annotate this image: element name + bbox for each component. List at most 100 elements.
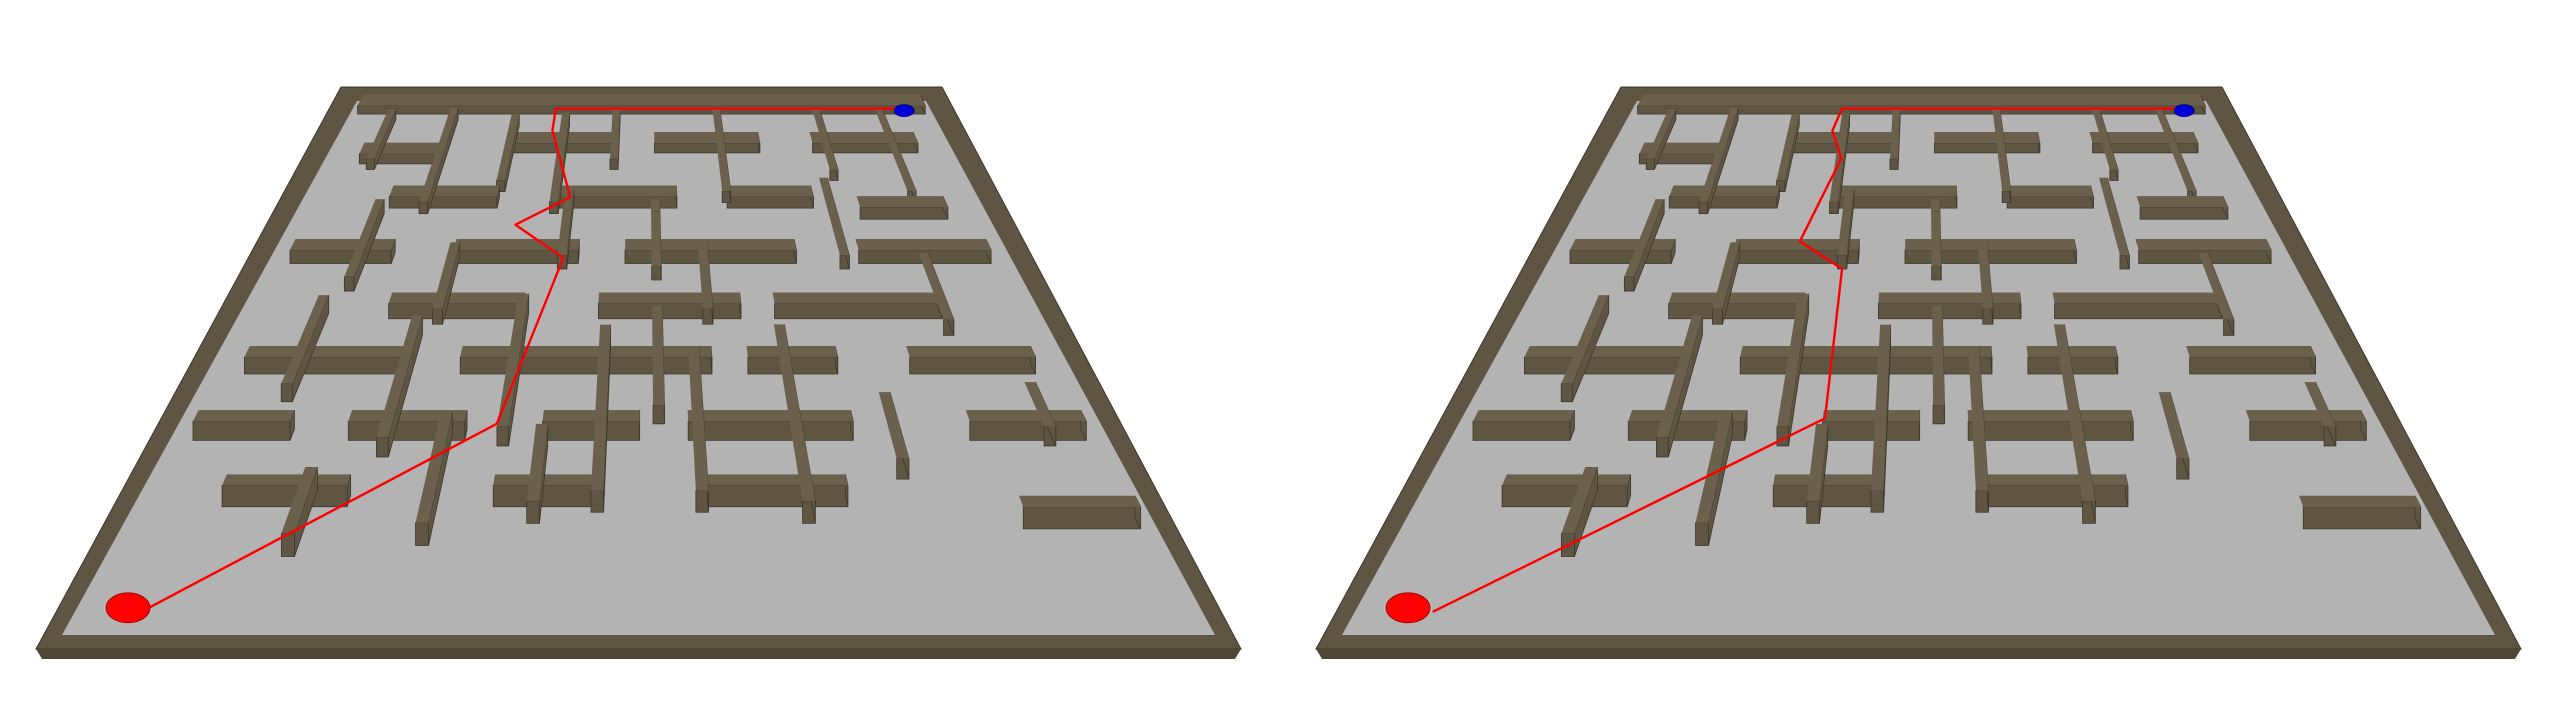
maze-wall-face — [1695, 522, 1709, 546]
maze-wall-top — [2099, 177, 2130, 256]
maze-wall-face — [376, 436, 389, 458]
maze-wall-face — [1975, 490, 1989, 513]
goal-marker — [893, 104, 915, 117]
maze-wall-top — [2135, 238, 2272, 251]
maze-wall-top — [348, 410, 468, 422]
maze-wall-top — [1637, 94, 2206, 106]
maze-wall-top — [1646, 109, 1676, 159]
maze-wall-face — [1889, 158, 1899, 170]
maze-wall-face — [653, 142, 761, 154]
maze-wall-top — [1968, 346, 1989, 491]
maze-wall-top — [432, 242, 460, 309]
maze-wall-face — [1739, 356, 1993, 375]
maze-wall-face — [1472, 420, 1571, 441]
maze-wall-top — [2092, 108, 2119, 170]
maze-wall-top — [496, 293, 529, 427]
maze-wall-face — [969, 420, 1087, 441]
maze-wall-face — [687, 420, 854, 441]
maze-wall-top — [1669, 185, 1780, 197]
maze-wall-face — [774, 303, 943, 320]
maze-wall-face — [624, 249, 797, 264]
maze-wall-face — [590, 490, 604, 513]
maze-wall-face — [695, 490, 709, 513]
maze-wall-top — [357, 94, 926, 106]
maze-wall-top — [542, 410, 640, 422]
maze-wall-top — [1656, 315, 1703, 438]
maze-wall-face — [701, 485, 849, 508]
maze-wall-face — [459, 356, 713, 375]
maze-wall-top — [1740, 345, 1992, 358]
maze-wall-top — [2158, 392, 2189, 459]
maze-wall-face — [357, 105, 926, 115]
maze-wall-face — [431, 308, 443, 325]
maze-wall-face — [1501, 485, 1628, 508]
maze-wall-top — [1977, 242, 1993, 309]
maze-wall-top — [281, 295, 329, 384]
maze-wall-top — [1624, 199, 1665, 277]
maze-wall-top — [772, 292, 943, 304]
maze-wall-top — [2005, 185, 2094, 197]
maze-wall-top — [1561, 467, 1598, 534]
maze-wall-top — [1776, 293, 1809, 427]
maze-wall-face — [859, 206, 949, 220]
maze-wall-face — [1668, 196, 1778, 209]
maze-wall-top — [1822, 410, 1920, 422]
maze-wall-top — [1878, 292, 2021, 304]
maze-wall-top — [965, 410, 1087, 422]
maze-wall-top — [376, 315, 423, 438]
maze-wall-top — [526, 423, 548, 502]
maze-wall-top — [1967, 410, 2134, 422]
maze-wall-face — [1967, 420, 2134, 441]
maze-wall-face — [609, 158, 619, 170]
maze-wall-top — [906, 345, 1036, 358]
maze-wall-face — [1569, 249, 1672, 264]
maze-wall-top — [1668, 292, 1805, 304]
maze-wall-top — [855, 238, 992, 251]
maze-wall-top — [2052, 292, 2223, 304]
maze-wall-face — [388, 196, 498, 209]
maze-wall-top — [1806, 423, 1828, 502]
maze-wall-top — [1695, 412, 1733, 523]
maze-wall-top — [2198, 253, 2234, 320]
maze-wall-top — [819, 177, 850, 256]
maze-wall-face — [289, 249, 392, 264]
maze-wall-face — [1711, 308, 1723, 325]
maze-wall-face — [1870, 490, 1884, 513]
maze-wall-face — [492, 485, 598, 508]
maze-wall-top — [773, 324, 816, 502]
maze-wall-top — [609, 109, 621, 159]
maze-wall-top — [2304, 382, 2336, 427]
maze-wall-top — [2136, 196, 2228, 208]
maze-wall-top — [874, 108, 917, 191]
maze-wall-top — [878, 392, 909, 459]
maze-wall-face — [365, 158, 375, 170]
maze-wall-top — [554, 185, 677, 197]
maze-wall-top — [2298, 495, 2421, 507]
maze-wall-top — [2186, 345, 2316, 358]
maze-base-edge — [36, 649, 1241, 659]
maze-wall-face — [1656, 436, 1669, 458]
maze-wall-top — [856, 196, 948, 208]
maze-wall-top — [701, 474, 848, 486]
goal-marker — [2173, 104, 2195, 117]
maze-wall-top — [725, 185, 814, 197]
maze-wall-face — [192, 420, 291, 441]
maze-wall-face — [2054, 303, 2223, 320]
maze-wall-top — [598, 292, 741, 304]
maze-wall-top — [2026, 345, 2118, 358]
maze-wall-face — [1806, 500, 1820, 524]
maze-wall-face — [1645, 158, 1655, 170]
maze-wall-top — [2245, 410, 2367, 422]
maze-wall-face — [2006, 196, 2094, 209]
maze-wall-face — [2189, 356, 2316, 375]
maze-wall-face — [1932, 404, 1945, 425]
maze-wall-face — [726, 196, 814, 209]
maze-wall-face — [1022, 506, 1142, 530]
maze-wall-top — [415, 412, 453, 523]
maze-wall-face — [1637, 105, 2206, 115]
maze-wall-top — [624, 238, 797, 251]
maze-wall-face — [221, 485, 348, 508]
maze-wall-top — [812, 108, 839, 170]
maze-wall-top — [1502, 474, 1631, 486]
